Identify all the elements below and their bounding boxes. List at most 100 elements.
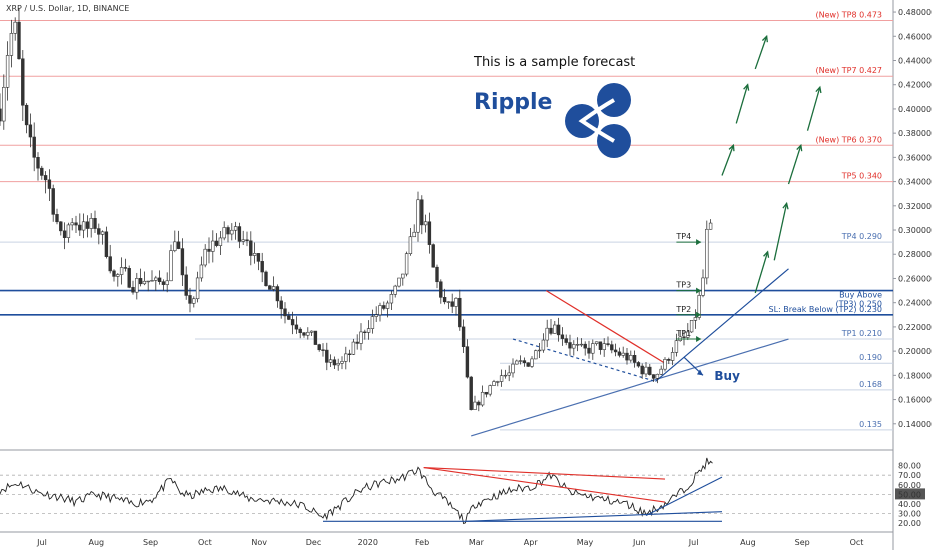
candle-body	[374, 314, 378, 317]
candle-body	[192, 298, 196, 304]
price-tick-label: 0.18000000	[898, 371, 932, 380]
candle-body	[427, 221, 432, 245]
time-tick-label: Feb	[415, 538, 429, 547]
candle-body	[0, 108, 2, 122]
steep-support-trendline	[655, 268, 789, 382]
price-tick-label: 0.26000000	[898, 274, 932, 283]
candle-body	[450, 301, 454, 307]
osc-tick-label: 20.00	[898, 519, 921, 528]
candle-body	[298, 328, 302, 334]
candle-body	[636, 362, 641, 367]
candle-body	[420, 199, 424, 226]
candle-body	[484, 391, 489, 395]
time-axis: Jul Aug Sep Oct Nov Dec 2020 Feb Mar Apr May Jun Jul…	[36, 538, 863, 547]
candle-body	[503, 374, 508, 377]
osc-current-badge	[895, 488, 925, 500]
candle-body	[283, 308, 287, 317]
candle-body	[648, 366, 652, 375]
candle-body	[123, 267, 128, 269]
candle-body	[708, 222, 713, 230]
candle-body	[370, 316, 375, 329]
time-tick-label: Dec	[306, 538, 321, 547]
support-trendline	[471, 338, 789, 437]
grid	[0, 0, 894, 550]
forecast-arrowhead	[763, 250, 770, 258]
trendlines: Buy	[471, 268, 789, 437]
candle-body	[389, 294, 394, 304]
candle-body	[477, 401, 481, 406]
tp-marker-label: TP2	[675, 305, 691, 314]
buy-arrow-head	[697, 369, 703, 376]
price-tick-label: 0.48000000	[898, 8, 932, 17]
candle-body	[211, 240, 215, 252]
price-tick-label: 0.42000000	[898, 81, 932, 90]
candle-body	[541, 339, 546, 351]
candle-body	[287, 315, 291, 320]
candle-body	[568, 342, 572, 349]
candle-body	[214, 240, 219, 246]
candle-body	[328, 359, 333, 363]
candle-body	[233, 226, 238, 231]
time-tick-label: Jul	[688, 538, 699, 547]
candle-body	[670, 352, 675, 361]
candle-body	[401, 273, 405, 279]
candle-body	[55, 214, 59, 223]
level-lines: (New) TP8 0.473 (New) TP7 0.427 (New) TP6 …	[0, 11, 893, 431]
candle-body	[640, 365, 644, 375]
candle-body	[24, 104, 29, 126]
candle-body	[112, 270, 116, 277]
price-tick-label: 0.38000000	[898, 129, 932, 138]
candle-body	[165, 280, 169, 285]
price-tick-label: 0.36000000	[898, 153, 932, 162]
candle-body	[632, 355, 637, 363]
tp-marker-arrowhead	[696, 287, 702, 294]
candle-body	[256, 253, 261, 262]
candle-body	[43, 175, 48, 181]
candle-body	[161, 281, 166, 285]
candle-body	[602, 343, 606, 350]
candle-body	[393, 285, 397, 295]
osc-tick-label: 40.00	[898, 500, 921, 509]
candle-body	[218, 237, 223, 246]
price-tick-label: 0.46000000	[898, 32, 932, 41]
time-tick-label: May	[577, 538, 594, 547]
tp-marker-label: TP1	[675, 329, 691, 338]
candle-body	[511, 363, 515, 374]
tp-marker-arrowhead	[696, 311, 702, 318]
level-label: (New) TP8 0.473	[816, 11, 882, 20]
candle-body	[651, 374, 656, 379]
candle-body	[59, 221, 63, 232]
candle-body	[594, 341, 599, 344]
candle-body	[51, 188, 55, 215]
candle-body	[545, 327, 549, 341]
candle-body	[496, 381, 500, 383]
time-tick-label: Aug	[740, 538, 756, 547]
candle-body	[325, 349, 329, 363]
candle-body	[97, 228, 101, 235]
candle-body	[294, 324, 299, 330]
forecast-arrowhead	[796, 143, 803, 152]
sample-forecast-text: This is a sample forecast	[473, 55, 635, 70]
candle-body	[21, 58, 25, 106]
forecast-arrowhead	[743, 83, 750, 91]
time-tick-label: Mar	[469, 538, 485, 547]
candle-body	[85, 221, 90, 229]
price-tick-label: 0.30000000	[898, 226, 932, 235]
price-tick-label: 0.32000000	[898, 202, 932, 211]
price-tick-label: 0.24000000	[898, 299, 932, 308]
candle-body	[347, 353, 352, 355]
candle-body	[674, 340, 679, 353]
candle-body	[515, 360, 519, 365]
candle-body	[469, 376, 473, 410]
candle-body	[344, 353, 348, 362]
candle-body	[363, 331, 367, 334]
candle-body	[697, 295, 701, 318]
candle-body	[184, 274, 188, 296]
candles	[0, 8, 713, 412]
candle-body	[621, 352, 625, 356]
candle-body	[249, 240, 253, 256]
candle-body	[534, 350, 538, 360]
